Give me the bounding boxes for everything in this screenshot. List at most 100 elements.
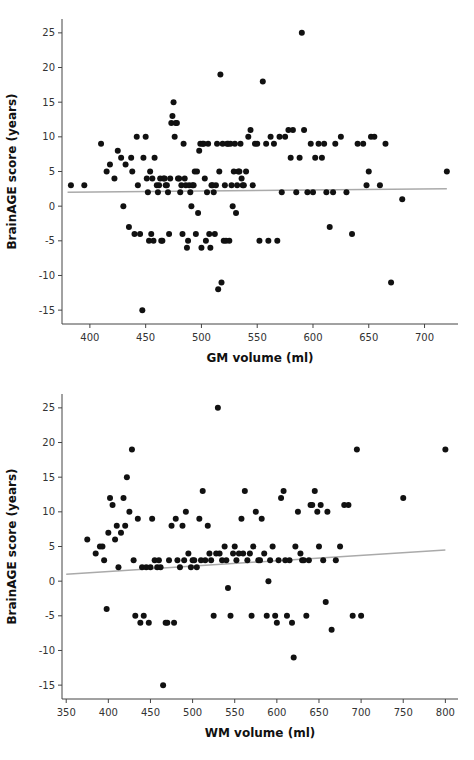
y-axis-label: BrainAGE score (years) <box>5 93 19 249</box>
point <box>205 523 211 529</box>
point <box>141 613 147 619</box>
panel: 400450500550600650700-15-10-50510152025G… <box>5 19 458 365</box>
point <box>271 141 277 147</box>
point <box>131 557 137 563</box>
point <box>240 550 246 556</box>
point <box>128 155 134 161</box>
point <box>140 155 146 161</box>
point <box>320 557 326 563</box>
point <box>264 613 270 619</box>
point <box>188 564 194 570</box>
point <box>198 245 204 251</box>
y-tick <box>58 650 62 651</box>
point <box>338 134 344 140</box>
x-tick <box>201 324 202 328</box>
point <box>314 509 320 515</box>
y-tick-label: 15 <box>42 97 55 108</box>
point <box>301 127 307 133</box>
point <box>442 446 448 452</box>
point <box>358 613 364 619</box>
point <box>185 550 191 556</box>
point <box>247 550 253 556</box>
point <box>215 405 221 411</box>
x-tick-label: 400 <box>99 707 118 718</box>
y-tick-label: -5 <box>45 235 55 246</box>
point <box>355 141 361 147</box>
point <box>225 585 231 591</box>
point <box>160 682 166 688</box>
trend-line <box>66 550 445 574</box>
y-tick <box>58 275 62 276</box>
point <box>174 120 180 126</box>
point <box>111 175 117 181</box>
point <box>345 502 351 508</box>
point <box>179 231 185 237</box>
point <box>173 516 179 522</box>
point <box>371 134 377 140</box>
point <box>297 550 303 556</box>
point <box>126 224 132 230</box>
point <box>253 509 259 515</box>
x-tick <box>403 699 404 703</box>
point <box>233 557 239 563</box>
point <box>150 238 156 244</box>
point <box>333 557 339 563</box>
point <box>270 544 276 550</box>
point <box>360 141 366 147</box>
point <box>243 169 249 175</box>
point <box>81 182 87 188</box>
point <box>156 182 162 188</box>
point <box>249 613 255 619</box>
point <box>181 557 187 563</box>
point <box>104 606 110 612</box>
y-tick <box>58 310 62 311</box>
point <box>327 224 333 230</box>
point <box>121 495 127 501</box>
point <box>110 502 116 508</box>
point <box>254 141 260 147</box>
y-tick-label: 5 <box>49 541 55 552</box>
y-tick-label: -15 <box>39 305 55 316</box>
point <box>321 141 327 147</box>
y-tick-label: 25 <box>42 402 55 413</box>
point <box>316 141 322 147</box>
point <box>143 134 149 140</box>
point <box>214 141 220 147</box>
point <box>84 537 90 543</box>
x-tick-label: 650 <box>309 707 328 718</box>
point <box>144 175 150 181</box>
point <box>250 544 256 550</box>
point <box>166 557 172 563</box>
point <box>292 544 298 550</box>
point <box>272 613 278 619</box>
x-tick-label: 700 <box>352 707 371 718</box>
point <box>137 620 143 626</box>
point <box>171 99 177 105</box>
point <box>196 516 202 522</box>
point <box>277 134 283 140</box>
point <box>212 231 218 237</box>
point <box>332 141 338 147</box>
point <box>238 516 244 522</box>
point <box>259 516 265 522</box>
y-tick-label: -5 <box>45 610 55 621</box>
point <box>282 134 288 140</box>
point <box>135 182 141 188</box>
x-tick <box>234 699 235 703</box>
point <box>202 175 208 181</box>
point <box>364 182 370 188</box>
point <box>137 231 143 237</box>
y-tick <box>58 615 62 616</box>
x-tick <box>257 324 258 328</box>
point <box>217 71 223 77</box>
y-tick-label: 0 <box>49 576 55 587</box>
point <box>179 523 185 529</box>
point <box>213 182 219 188</box>
point <box>316 544 322 550</box>
point <box>329 627 335 633</box>
point <box>191 182 197 188</box>
point <box>444 169 450 175</box>
point <box>324 509 330 515</box>
x-tick <box>108 699 109 703</box>
point <box>219 279 225 285</box>
